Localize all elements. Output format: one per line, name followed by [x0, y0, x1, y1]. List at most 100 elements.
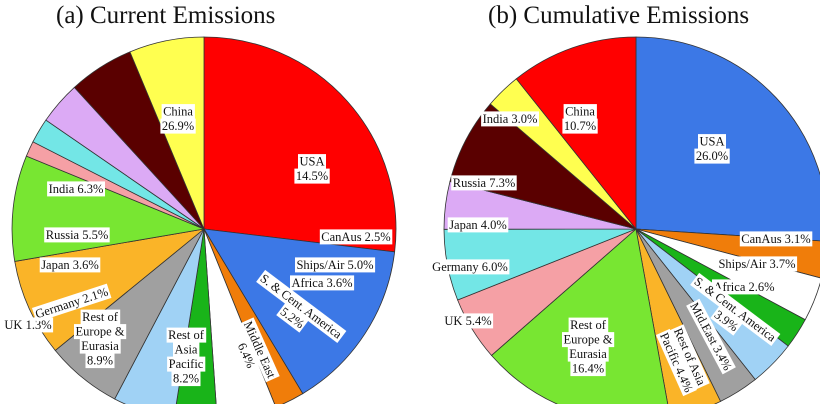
slice-label-background: [79, 338, 121, 354]
slice-label-line: Europe &: [564, 333, 613, 347]
slice-label-background: [690, 272, 781, 347]
slice-label: India 6.3%: [47, 181, 105, 197]
slice-label-background: [694, 148, 730, 164]
slice-label-background: [447, 217, 509, 233]
slice-label-background: [167, 356, 206, 372]
slice-label-line: Russia 7.3%: [453, 176, 516, 190]
slice-label-line: Eurasia: [81, 339, 119, 353]
slice-label-background: [160, 118, 196, 134]
slice-label-background: [173, 342, 200, 358]
slice-label-background: [31, 283, 112, 323]
slice-label-line: Asia: [175, 343, 198, 357]
slice-label-background: [2, 317, 54, 333]
slice-label-line: Germany 6.0%: [432, 260, 508, 274]
slice-label-line: China: [565, 105, 595, 119]
slice-label-background: [44, 227, 110, 243]
slice-label-line: Africa 2.6%: [713, 280, 774, 294]
slice-label-line: Japan 4.0%: [449, 218, 507, 232]
slice-label-line: Japan 3.6%: [41, 258, 99, 272]
slice-label-background: [442, 313, 494, 329]
slice-label-line: India 6.3%: [49, 182, 104, 196]
slice-label-background: [710, 306, 743, 336]
slice-label: India 3.0%: [481, 111, 539, 127]
slice-label-background: [562, 118, 598, 134]
slice-label-background: [295, 257, 376, 273]
slice-label-line: Eurasia: [569, 347, 607, 361]
slice-label-background: [568, 317, 609, 333]
slice-label-line: Russia 5.5%: [46, 228, 109, 242]
slice-label-background: [686, 298, 736, 375]
slice-label-line: CanAus 3.1%: [741, 232, 810, 246]
slice-label-line: Ships/Air 3.7%: [718, 257, 795, 271]
slice-label-line: China: [163, 105, 193, 119]
slice-label-line: 16.4%: [572, 362, 604, 376]
slice-label-line: Rest of: [168, 328, 205, 342]
slice-label-background: [171, 371, 201, 387]
slice-label-line: 8.9%: [87, 354, 113, 368]
slice-label: Africa 2.6%: [712, 279, 777, 295]
slice-label-background: [481, 111, 539, 127]
slice-label-background: [298, 154, 326, 170]
slice-label-background: [161, 104, 195, 120]
slice-label-line: Rest of: [570, 318, 607, 332]
slice-label: Japan 4.0%: [447, 217, 509, 233]
slice-label-background: [739, 231, 813, 247]
chart-b-title: (b) Cumulative Emissions: [488, 2, 750, 29]
slice-label-background: [256, 269, 347, 344]
slice-label-line: 26.0%: [696, 149, 728, 163]
slice-label: CanAus 2.5%: [319, 229, 393, 245]
slice-label-line: Ships/Air 5.0%: [296, 258, 373, 272]
slice-label-line: 14.5%: [296, 169, 328, 183]
slice-label: UK 5.4%: [442, 313, 494, 329]
slice-label-background: [239, 317, 280, 383]
slice-label-background: [319, 229, 393, 245]
slices: [443, 36, 820, 404]
slice-label-line: 8.2%: [173, 372, 199, 386]
slice-label-background: [570, 361, 606, 377]
slice-label-line: UK 5.4%: [444, 314, 491, 328]
slice-label-line: Africa 3.6%: [291, 276, 352, 290]
slice-label-background: [562, 332, 615, 348]
slice-label-background: [85, 353, 115, 369]
slice-label: Japan 3.6%: [39, 257, 101, 273]
pie-slice: [635, 36, 820, 242]
slice-label-background: [290, 275, 355, 291]
slice-label-line: India 3.0%: [483, 112, 538, 126]
chart-a-title: (a) Current Emissions: [56, 2, 276, 29]
slice-label-background: [669, 324, 710, 390]
slices: [11, 36, 397, 404]
slice-label-line: CanAus 2.5%: [321, 230, 390, 244]
slice-label-background: [276, 303, 309, 333]
slice-label-background: [47, 181, 105, 197]
slice-label-line: UK 1.3%: [4, 318, 51, 332]
slice-label-line: USA: [699, 135, 724, 149]
pie-slice: [203, 228, 304, 404]
slice-label: CanAus 3.1%: [739, 231, 813, 247]
slice-label-background: [294, 168, 330, 184]
slice-label-background: [567, 346, 609, 362]
slice-label-line: 10.7%: [564, 119, 596, 133]
slice-label-background: [233, 339, 260, 372]
slice-label: UK 1.3%: [2, 317, 54, 333]
slice-label-background: [430, 259, 510, 275]
slice-label-background: [74, 324, 127, 340]
slice-label: Ships/Air 3.7%: [717, 256, 798, 272]
slice-label: Ships/Air 5.0%: [295, 257, 376, 273]
slice-label-background: [655, 328, 697, 397]
slice-label-line: Rest of: [82, 310, 119, 324]
slice-label-background: [717, 256, 798, 272]
slice-label-background: [166, 327, 207, 343]
pie-slice: [490, 228, 669, 404]
slice-label: Africa 3.6%: [290, 275, 355, 291]
slice-label-line: Pacific: [169, 357, 204, 371]
slice-label: Russia 5.5%: [44, 227, 110, 243]
slice-label-line: Europe &: [76, 325, 125, 339]
